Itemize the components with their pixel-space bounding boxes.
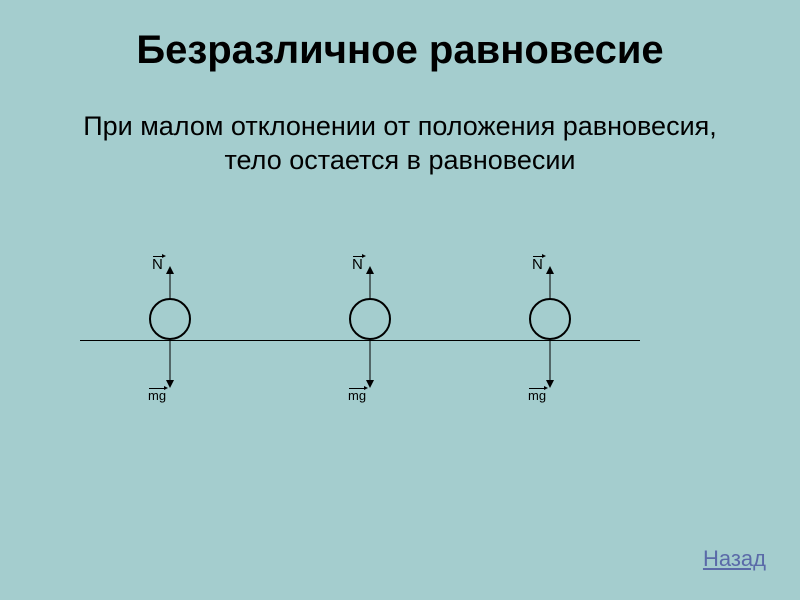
gravity-force-label: mg [148, 388, 166, 403]
ball-icon [149, 298, 191, 340]
ball-icon [529, 298, 571, 340]
normal-force-label: N [152, 256, 163, 273]
ball-group: N mg [310, 260, 430, 420]
arrow-up-icon [366, 266, 374, 274]
gravity-force-label: mg [348, 388, 366, 403]
page-title: Безразличное равновесие [0, 28, 800, 73]
ball-icon [349, 298, 391, 340]
body-text: При малом отклонении от положения равнов… [60, 110, 740, 178]
normal-force-label: N [532, 256, 543, 273]
gravity-force-label: mg [528, 388, 546, 403]
back-link[interactable]: Назад [703, 546, 766, 572]
ball-group: N mg [490, 260, 610, 420]
normal-force-label: N [352, 256, 363, 273]
arrow-up-icon [166, 266, 174, 274]
ball-group: N mg [110, 260, 230, 420]
arrow-up-icon [546, 266, 554, 274]
equilibrium-diagram: N mg N mg [80, 260, 640, 420]
slide: Безразличное равновесие При малом отклон… [0, 0, 800, 600]
